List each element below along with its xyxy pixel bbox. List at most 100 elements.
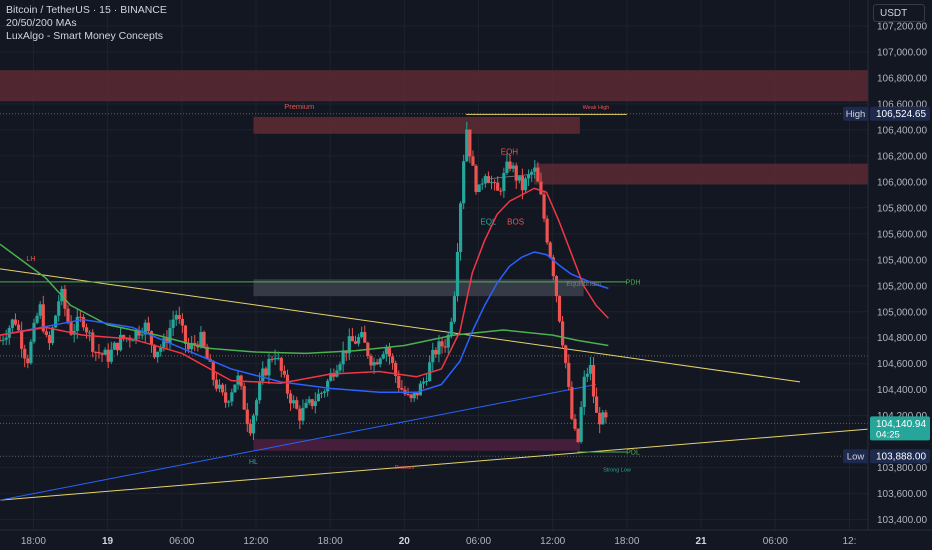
candle-body <box>183 325 188 344</box>
ascending-trendline <box>0 428 875 501</box>
time-tick: 21 <box>696 536 708 547</box>
candle-body <box>390 356 395 363</box>
candle-body <box>97 351 101 354</box>
candle-body <box>84 327 89 333</box>
candle-body <box>594 396 599 413</box>
candle-body <box>54 315 58 328</box>
candle-body <box>576 428 580 442</box>
candle-body <box>44 331 48 336</box>
candle-body <box>570 386 574 419</box>
smc-zones <box>0 70 868 457</box>
time-tick: 06:00 <box>169 536 194 547</box>
candle-body <box>474 165 478 192</box>
price-tick: 107,200.00 <box>877 21 927 32</box>
price-tick: 107,000.00 <box>877 47 927 58</box>
candle-body <box>381 354 385 359</box>
candle-body <box>78 316 82 318</box>
premium-zone-right <box>534 163 868 185</box>
candle-body <box>471 156 475 166</box>
candle-body <box>542 194 546 219</box>
candle-body <box>560 321 565 346</box>
candle-body <box>517 176 521 181</box>
label-pdh: PDH <box>626 279 641 286</box>
blue-support-line <box>0 384 597 501</box>
candle-body <box>372 362 376 366</box>
time-tick: 12: <box>842 536 856 547</box>
candle-body <box>106 349 110 362</box>
price-tick: 106,800.00 <box>877 73 927 84</box>
time-axis[interactable]: 18:00 19 06:00 12:00 18:00 20 06:00 12:00 18:00 2… <box>0 529 932 550</box>
label-discount: Discount <box>395 465 415 471</box>
ma20-line <box>0 187 609 384</box>
candle-body <box>452 296 457 322</box>
trendlines <box>0 113 875 501</box>
candle-body <box>261 368 265 382</box>
candle-body <box>434 349 438 355</box>
price-label-value: 106,524.65 <box>876 109 926 120</box>
candle-body <box>400 387 404 390</box>
candle-body <box>69 321 73 335</box>
price-label: High 106,524.65 <box>843 106 930 121</box>
candle-body <box>202 332 206 347</box>
candle-body <box>567 362 571 387</box>
candle-body <box>387 347 392 357</box>
candle-body <box>341 350 345 365</box>
price-label-countdown: 04:25 <box>876 429 900 440</box>
candle-body <box>462 161 466 204</box>
candle-body <box>258 381 262 401</box>
candle-body <box>533 167 537 172</box>
price-tick: 106,200.00 <box>877 151 927 162</box>
candle-body <box>585 373 589 377</box>
price-label-bg <box>870 416 930 441</box>
indicator-smc[interactable]: LuxAlgo - Smart Money Concepts <box>6 30 163 42</box>
candle-body <box>329 372 333 381</box>
label-pdl: PDL <box>626 450 640 457</box>
price-tick: 105,200.00 <box>877 281 927 292</box>
candle-body <box>536 167 540 182</box>
indicator-mas[interactable]: 20/50/200 MAs <box>6 17 77 29</box>
currency-button[interactable]: USDT <box>873 4 925 22</box>
candle-body <box>57 301 61 316</box>
label-weak-high: Weak High <box>583 105 610 111</box>
candle-body <box>288 393 293 404</box>
candle-body <box>109 349 113 362</box>
candle-body <box>47 335 52 344</box>
candle-body <box>313 401 317 407</box>
candle-body <box>332 372 336 377</box>
candle-body <box>604 412 608 418</box>
price-tick: 103,600.00 <box>877 489 927 500</box>
candle-body <box>180 318 184 326</box>
price-axis[interactable]: 107,200.00 107,000.00 106,800.00 106,600.00… <box>843 0 932 550</box>
candle-body <box>270 358 274 360</box>
time-tick: 19 <box>102 536 114 547</box>
eqh-dotted <box>484 173 535 180</box>
candle-body <box>88 332 92 334</box>
candle-body <box>177 315 181 319</box>
candle-body <box>394 362 398 376</box>
candle-body <box>273 357 277 360</box>
candle-body <box>310 399 314 407</box>
candle-body <box>378 358 382 365</box>
candle-body <box>242 386 246 410</box>
candle-body <box>539 181 543 195</box>
candle-body <box>551 257 555 277</box>
chart-legend: Bitcoin / TetherUS · 15 · BINANCE 20/50/… <box>6 4 167 43</box>
time-tick: 20 <box>399 536 411 547</box>
candle-body <box>443 346 447 348</box>
candle-body <box>480 183 484 185</box>
time-tick: 06:00 <box>466 536 491 547</box>
price-tick: 105,800.00 <box>877 203 927 214</box>
symbol-title[interactable]: Bitcoin / TetherUS · 15 · BINANCE <box>6 4 167 16</box>
candle-body <box>530 171 534 175</box>
candle-body <box>363 332 367 343</box>
candle-body <box>415 392 419 396</box>
time-tick: 18:00 <box>318 536 343 547</box>
candle-body <box>13 319 18 325</box>
candle-body <box>162 338 166 348</box>
candle-body <box>29 341 33 364</box>
price-tick: 103,400.00 <box>877 515 927 526</box>
equilibrium-zone <box>253 279 584 297</box>
candle-body <box>520 176 525 191</box>
candle-body <box>122 334 126 339</box>
